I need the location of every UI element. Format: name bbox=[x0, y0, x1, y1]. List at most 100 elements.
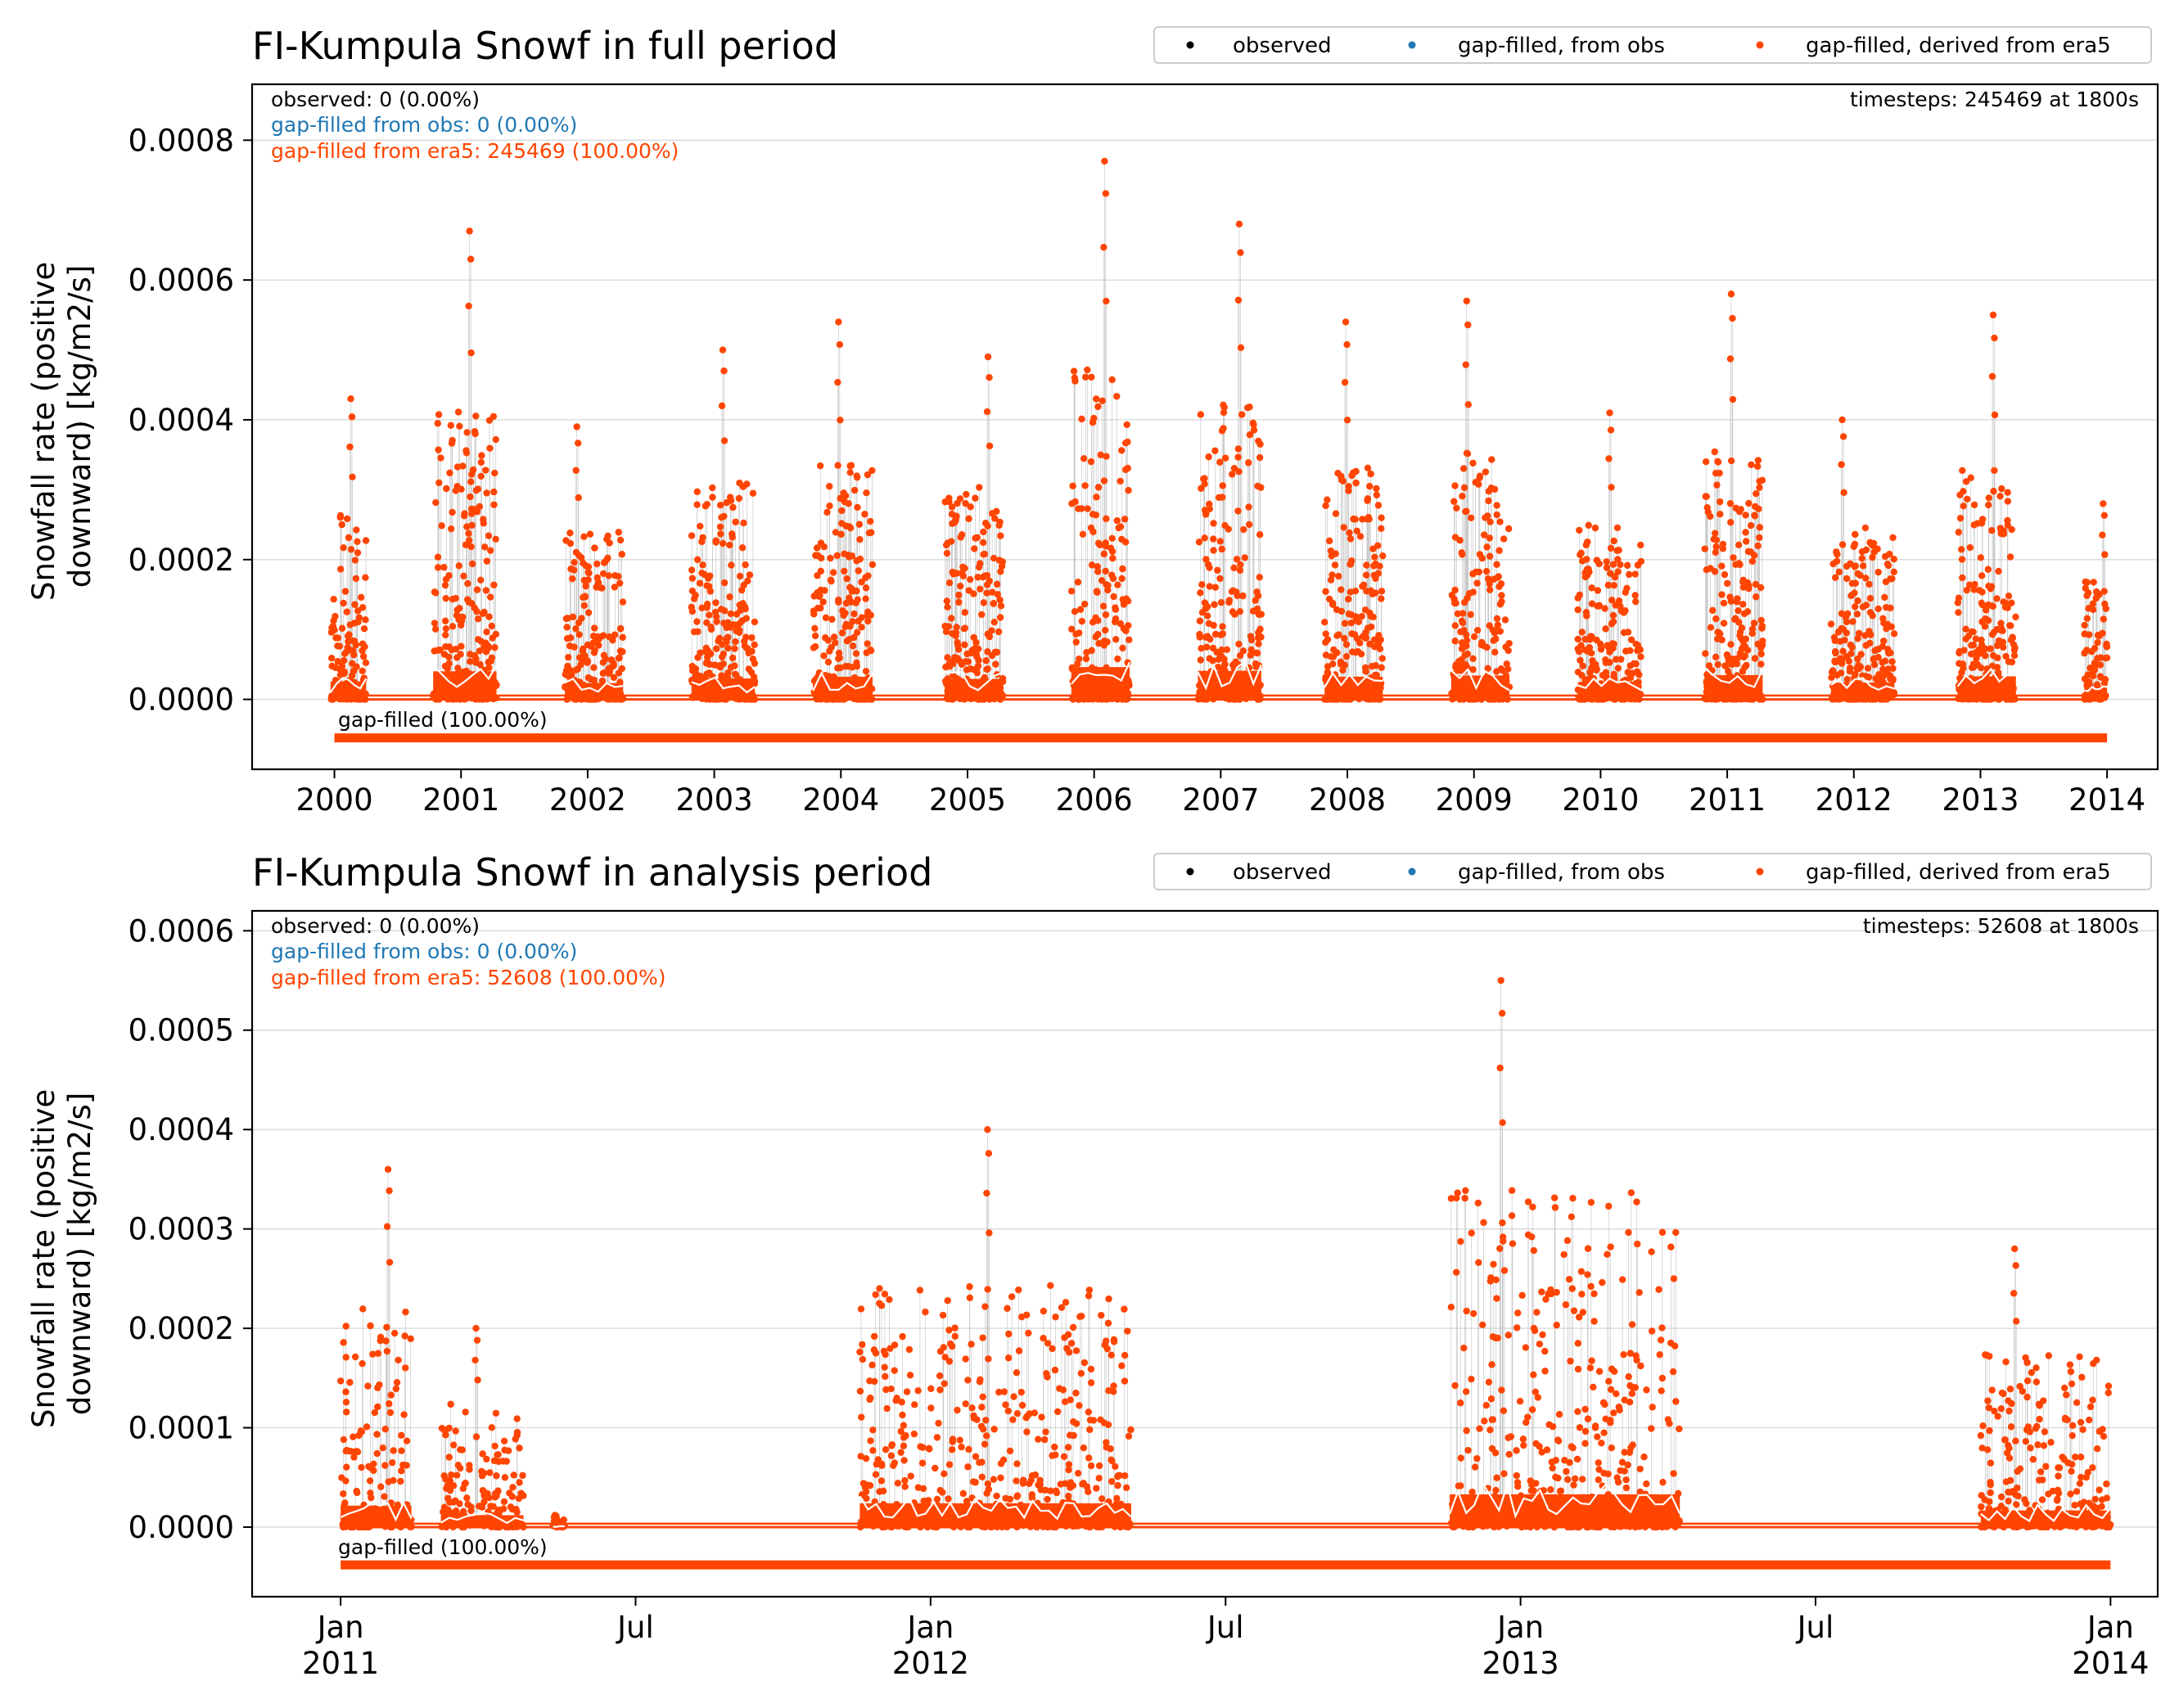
data-point bbox=[351, 601, 359, 608]
data-point bbox=[1351, 516, 1359, 523]
data-point bbox=[945, 1495, 952, 1503]
data-point bbox=[855, 617, 862, 625]
data-point bbox=[366, 1477, 374, 1485]
data-point bbox=[1013, 1493, 1021, 1500]
data-point bbox=[863, 649, 870, 656]
data-point bbox=[452, 645, 460, 653]
data-point bbox=[1473, 579, 1481, 587]
data-point bbox=[471, 651, 479, 660]
data-point bbox=[1712, 530, 1719, 537]
data-point bbox=[354, 607, 362, 615]
data-point bbox=[1478, 554, 1486, 562]
data-point bbox=[1372, 575, 1379, 582]
smoothed-mean-line bbox=[1197, 660, 1262, 691]
data-point bbox=[476, 647, 484, 655]
data-point bbox=[845, 500, 852, 507]
data-point bbox=[1067, 1396, 1074, 1404]
data-point bbox=[1364, 464, 1372, 472]
data-point bbox=[480, 516, 487, 523]
data-point bbox=[1348, 471, 1356, 480]
data-point bbox=[1631, 592, 1639, 599]
data-point bbox=[436, 647, 444, 654]
data-point bbox=[1080, 455, 1088, 462]
data-point bbox=[461, 1480, 468, 1488]
data-point bbox=[1991, 411, 1999, 419]
data-point bbox=[1617, 561, 1624, 569]
data-point bbox=[1855, 629, 1863, 637]
data-point bbox=[377, 1333, 385, 1341]
data-point bbox=[346, 1378, 354, 1386]
data-point bbox=[882, 1386, 890, 1394]
data-point bbox=[845, 662, 852, 670]
data-point bbox=[1075, 656, 1083, 663]
snow-season bbox=[1194, 220, 1265, 703]
data-point bbox=[841, 567, 848, 575]
data-point bbox=[516, 1479, 523, 1486]
data-point bbox=[1614, 556, 1622, 563]
data-point bbox=[936, 1486, 944, 1494]
data-point bbox=[1202, 556, 1210, 563]
data-point bbox=[1723, 579, 1731, 588]
data-point bbox=[996, 596, 1004, 604]
data-point bbox=[494, 1451, 501, 1458]
data-point bbox=[1363, 561, 1370, 569]
data-point bbox=[374, 1384, 381, 1391]
data-point bbox=[1834, 629, 1843, 636]
data-point bbox=[1214, 566, 1221, 575]
data-point bbox=[965, 1445, 972, 1453]
data-point bbox=[1117, 620, 1125, 628]
data-point bbox=[2006, 553, 2014, 561]
data-point bbox=[979, 539, 987, 547]
data-point bbox=[611, 584, 619, 591]
data-point bbox=[386, 1187, 393, 1195]
data-point bbox=[1211, 601, 1218, 608]
data-point bbox=[1121, 1305, 1128, 1313]
data-point bbox=[977, 585, 984, 593]
data-point bbox=[483, 489, 490, 497]
data-point bbox=[824, 658, 832, 666]
data-point bbox=[1205, 453, 1212, 461]
data-point bbox=[390, 1476, 397, 1485]
data-point bbox=[1870, 661, 1879, 669]
data-point bbox=[1255, 640, 1262, 647]
data-point bbox=[1215, 493, 1223, 502]
data-point bbox=[607, 664, 615, 671]
data-point bbox=[1469, 459, 1477, 467]
data-point bbox=[403, 1437, 411, 1444]
data-point bbox=[1718, 636, 1726, 644]
data-point bbox=[1854, 597, 1861, 605]
data-point bbox=[481, 543, 489, 551]
data-point bbox=[1470, 633, 1478, 641]
data-point bbox=[830, 633, 838, 641]
data-point bbox=[354, 1448, 362, 1456]
data-point bbox=[443, 484, 450, 493]
data-point bbox=[467, 1503, 475, 1511]
data-point bbox=[693, 618, 701, 625]
data-point bbox=[1198, 581, 1206, 588]
data-point bbox=[340, 599, 347, 607]
data-point bbox=[616, 624, 625, 633]
data-point bbox=[1069, 482, 1076, 489]
data-point bbox=[995, 557, 1004, 564]
data-point bbox=[1845, 657, 1853, 665]
data-point bbox=[1714, 458, 1722, 466]
x-tick-label: 2012 bbox=[1816, 782, 1893, 818]
data-point bbox=[1210, 535, 1217, 543]
data-point bbox=[1757, 584, 1765, 592]
data-point bbox=[1611, 574, 1619, 581]
data-point bbox=[463, 1494, 471, 1502]
data-point bbox=[997, 568, 1004, 575]
x-tick-label: 2009 bbox=[1436, 782, 1513, 818]
data-point bbox=[1637, 653, 1644, 660]
data-point bbox=[857, 1305, 865, 1313]
data-point bbox=[936, 1348, 945, 1355]
data-point bbox=[2103, 643, 2111, 651]
data-point bbox=[452, 487, 460, 494]
data-point bbox=[383, 1323, 390, 1331]
data-point bbox=[480, 1488, 488, 1495]
data-point bbox=[1118, 535, 1126, 543]
data-point bbox=[448, 439, 456, 447]
x-tick-label: 2000 bbox=[295, 782, 372, 818]
data-point bbox=[1740, 610, 1748, 618]
data-point bbox=[948, 1446, 956, 1453]
